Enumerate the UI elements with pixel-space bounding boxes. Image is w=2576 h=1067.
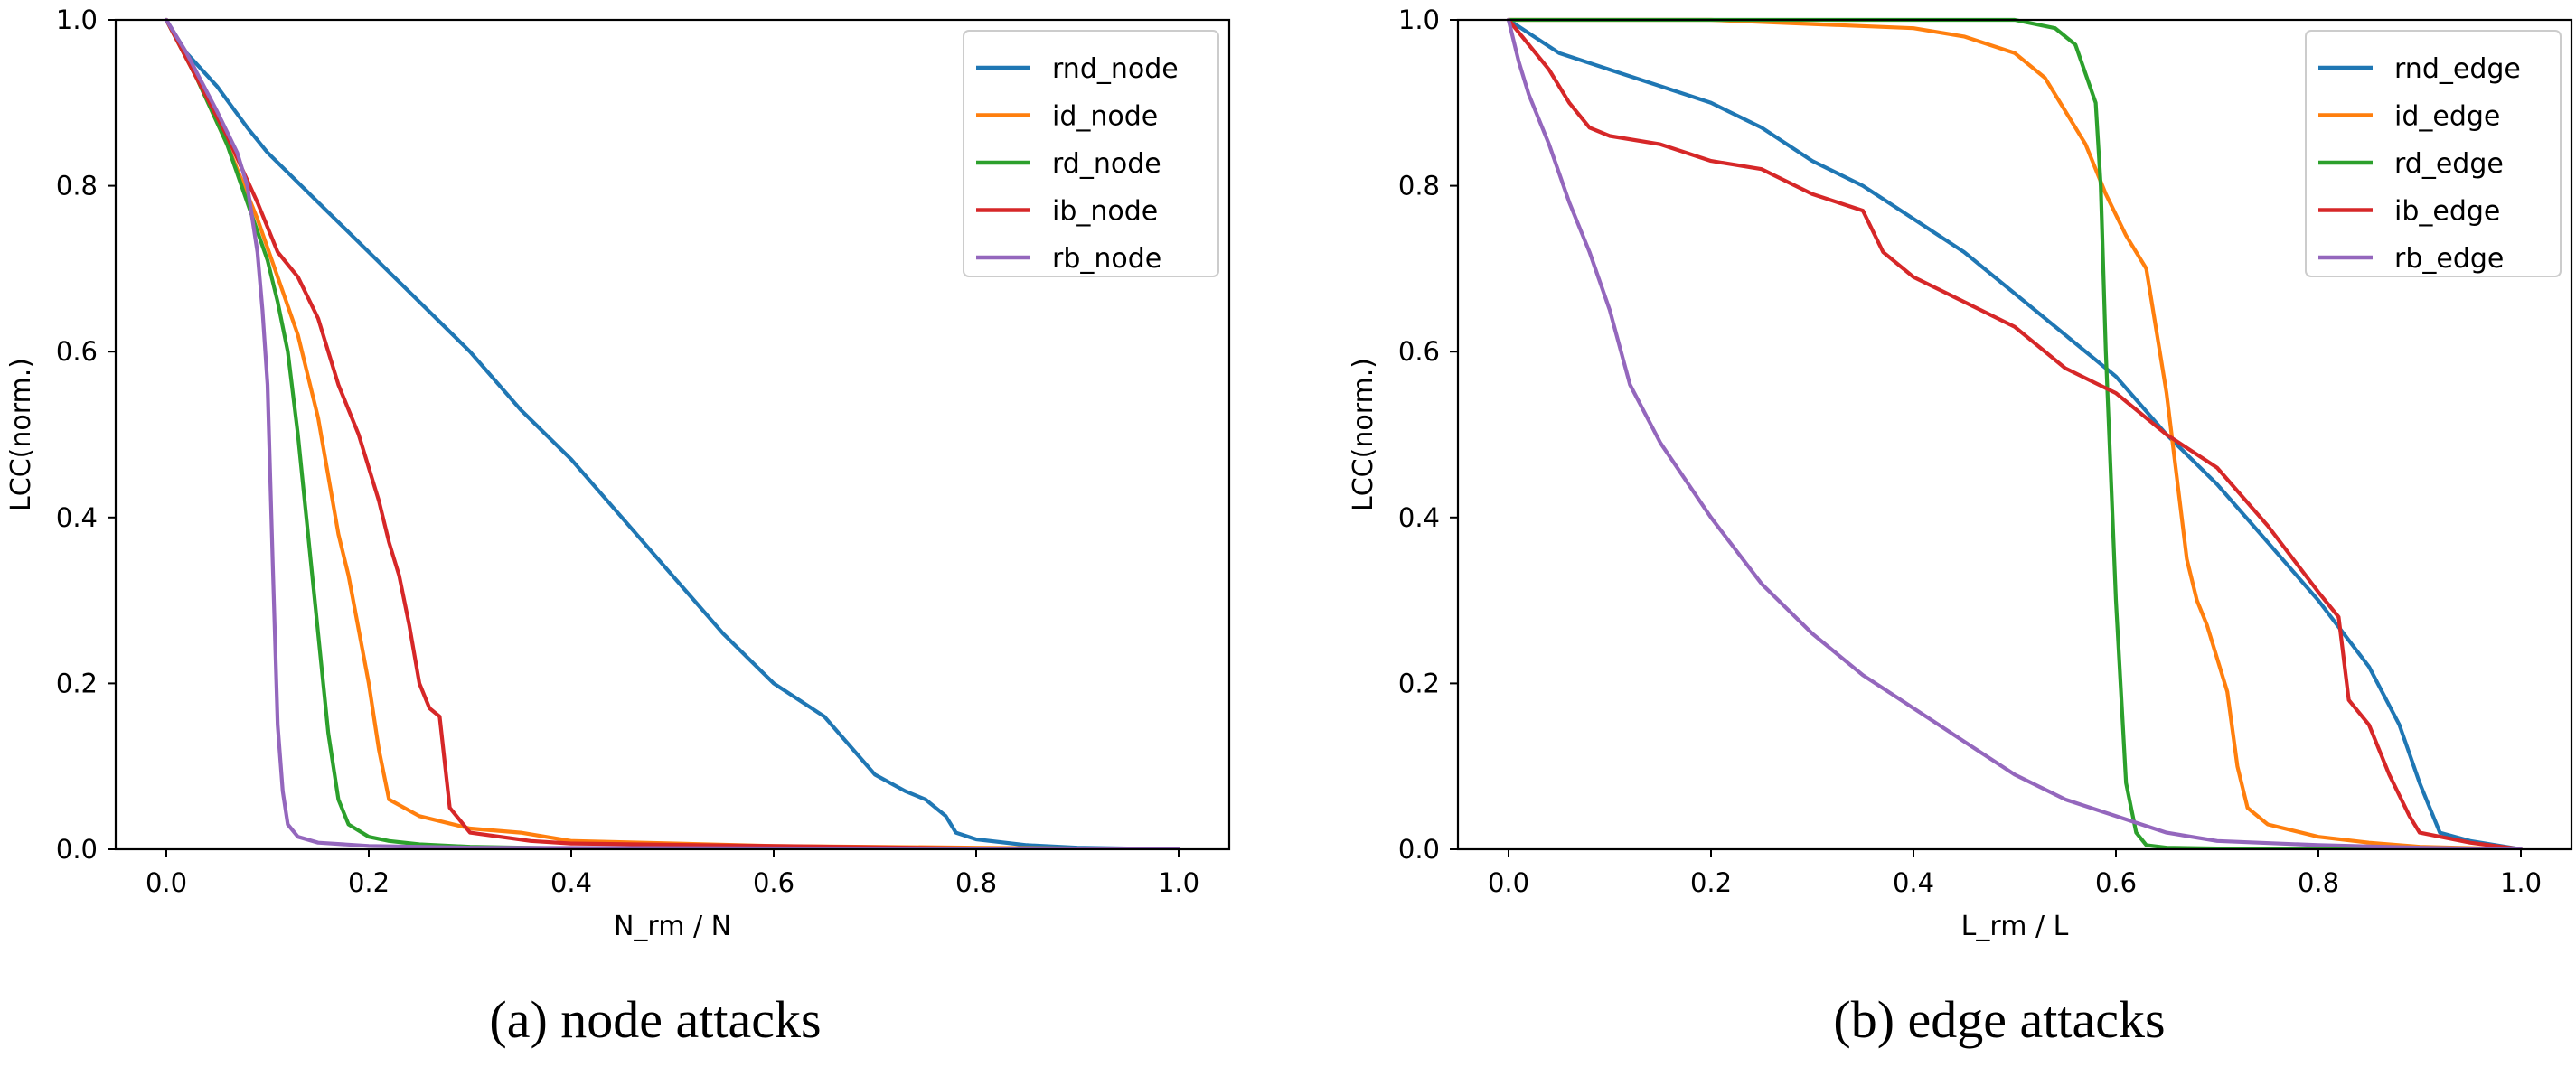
series-line-id_edge: [1506, 17, 2524, 849]
y-tick-label: 1.0: [1398, 5, 1440, 35]
plot-frame: [1456, 18, 2573, 851]
x-tick-label: 0.8: [2298, 867, 2339, 898]
y-tick-label: 0.4: [1398, 502, 1440, 533]
x-tick-label: 0.2: [1690, 867, 1732, 898]
legend-label-rnd_edge: rnd_edge: [2394, 53, 2521, 85]
y-axis-label: LCC(norm.): [5, 358, 37, 511]
y-tick-label: 0.2: [56, 668, 98, 698]
legend-label-rb_node: rb_node: [1052, 243, 1161, 275]
y-tick-label: 0.8: [56, 171, 98, 201]
y-tick-label: 0.4: [56, 502, 98, 533]
legend-label-rd_edge: rd_edge: [2394, 148, 2504, 180]
x-tick-label: 0.6: [753, 867, 794, 898]
series-line-rd_node: [164, 17, 1181, 849]
series-line-ib_node: [164, 17, 1181, 849]
series-line-rnd_edge: [1506, 17, 2524, 849]
y-tick-label: 0.6: [56, 336, 98, 367]
legend-label-id_edge: id_edge: [2394, 101, 2500, 133]
panel-edge-attacks: 0.0 0.2 0.4 0.6 0.8 1.0 0.0 0.2 0.4 0.6 0.8 1.0 L_rm…: [1348, 5, 2573, 1049]
y-axis-label: LCC(norm.): [1348, 358, 1379, 511]
x-tick-label: 1.0: [2500, 867, 2542, 898]
x-tick-label: 0.2: [348, 867, 390, 898]
legend-label-rd_node: rd_node: [1052, 148, 1161, 180]
y-tick-label: 0.0: [1398, 834, 1440, 865]
x-axis-label: L_rm / L: [1961, 911, 2069, 942]
series-line-rb_node: [164, 17, 1181, 849]
legend: rnd_node id_node rd_node ib_node rb_node: [963, 30, 1219, 277]
plot-frame: [114, 18, 1231, 851]
legend-label-ib_node: ib_node: [1052, 196, 1158, 228]
panel-caption: (b) edge attacks: [1833, 990, 2165, 1049]
x-axis-label: N_rm / N: [614, 911, 731, 942]
legend-box: [963, 30, 1219, 277]
legend-label-id_node: id_node: [1052, 101, 1158, 133]
legend-label-rnd_node: rnd_node: [1052, 53, 1179, 85]
panel-caption: (a) node attacks: [489, 990, 821, 1049]
x-tick-label: 0.4: [1893, 867, 1934, 898]
x-tick-label: 0.6: [2095, 867, 2137, 898]
y-tick-label: 1.0: [56, 5, 98, 35]
x-tick-label: 1.0: [1158, 867, 1199, 898]
panel-node-attacks: 0.0 0.2 0.4 0.6 0.8 1.0 0.0 0.2 0.4 0.6 0.8 1.0 N_rm…: [5, 5, 1231, 1049]
series-lines: [164, 17, 1181, 849]
legend: rnd_edge id_edge rd_edge ib_edge rb_edge: [2305, 30, 2562, 277]
y-tick-label: 0.2: [1398, 668, 1440, 698]
x-tick-label: 0.0: [146, 867, 187, 898]
y-tick-label: 0.0: [56, 834, 98, 865]
series-line-id_node: [164, 17, 1181, 849]
y-tick-label: 0.8: [1398, 171, 1440, 201]
series-line-rb_edge: [1506, 17, 2524, 849]
legend-box: [2305, 30, 2562, 277]
x-tick-label: 0.8: [955, 867, 997, 898]
y-tick-label: 0.6: [1398, 336, 1440, 367]
series-line-ib_edge: [1506, 17, 2524, 849]
legend-label-rb_edge: rb_edge: [2394, 243, 2504, 275]
series-line-rnd_node: [164, 17, 1181, 849]
x-tick-label: 0.0: [1488, 867, 1529, 898]
x-tick-label: 0.4: [550, 867, 592, 898]
legend-label-ib_edge: ib_edge: [2394, 196, 2500, 228]
